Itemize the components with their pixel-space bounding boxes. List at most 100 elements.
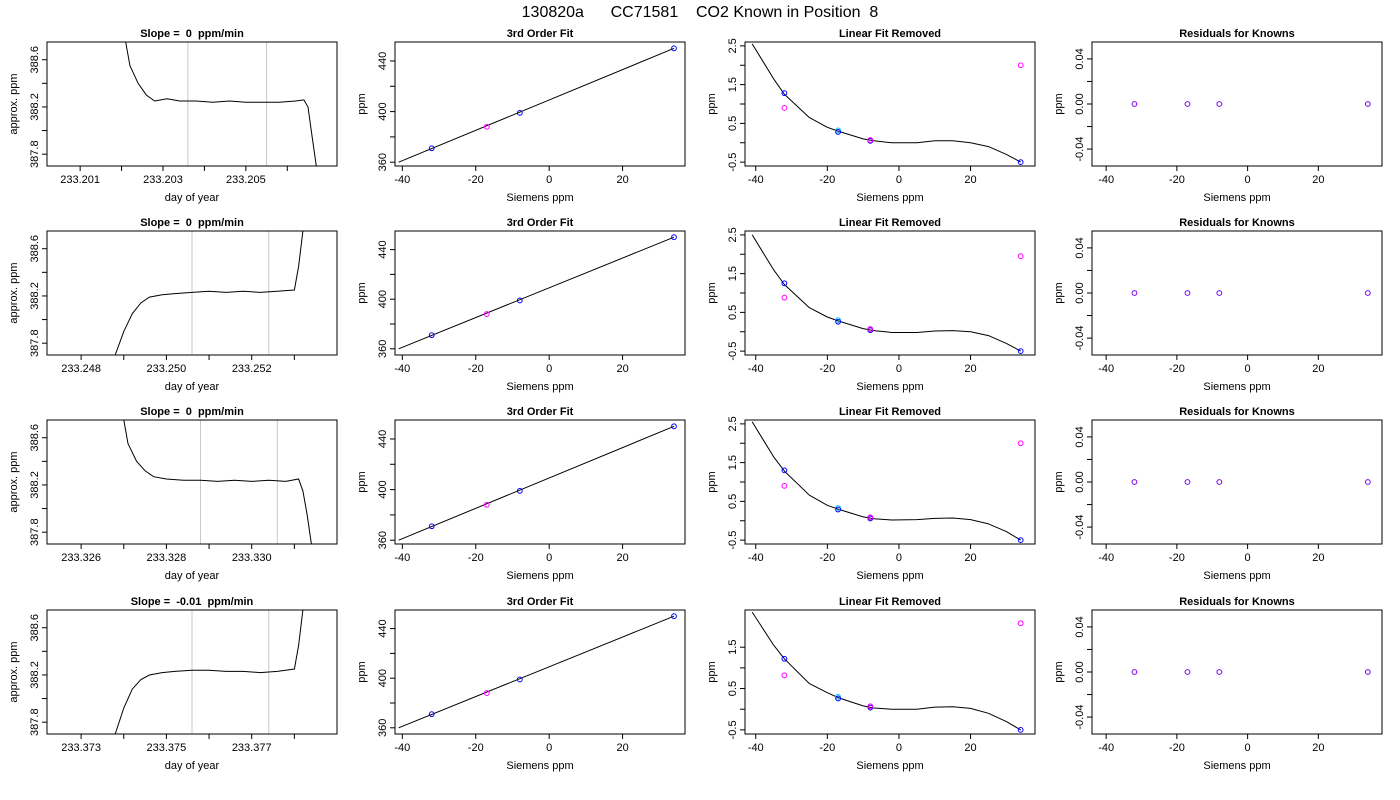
y-tick-label: 400: [377, 480, 389, 498]
data-point: [781, 90, 788, 97]
y-axis-label: approx. ppm: [8, 262, 20, 323]
concentration-trace: [125, 42, 317, 166]
y-axis-label: ppm: [356, 282, 368, 303]
data-point: [867, 137, 874, 143]
x-tick-label: -20: [468, 552, 484, 564]
data-point: [1184, 290, 1191, 296]
panel-r2-c1: Slope = 0 ppm/min 233.248 233.250 233.252 38…: [8, 217, 338, 393]
panel-r1-c4: Residuals for Knowns -40 -20 0 20 -0.04 0.00 0.…: [1053, 28, 1383, 204]
plot-data: [123, 420, 312, 544]
y-tick-label: 0.5: [727, 305, 739, 320]
data-point: [1364, 669, 1371, 675]
plot-data: [114, 610, 304, 734]
data-point: [428, 145, 435, 152]
x-tick-label: 233.377: [232, 742, 272, 754]
plot-data: [398, 47, 675, 163]
x-tick-label: 0: [896, 174, 902, 186]
y-tick-label: 400: [377, 102, 389, 120]
plot-frame: [744, 609, 1036, 735]
data-point: [781, 104, 788, 111]
y-tick-label: -0.04: [1074, 515, 1086, 540]
data-point: [1017, 726, 1024, 733]
y-axis-label: approx. ppm: [8, 451, 20, 512]
x-tick-label: -20: [1169, 174, 1185, 186]
x-tick-label: -40: [748, 363, 764, 375]
y-axis-label: ppm: [356, 93, 368, 114]
y-tick-label: 0.04: [1074, 48, 1086, 69]
plot-data: [751, 611, 1021, 731]
y-tick-label: 388.2: [29, 93, 41, 121]
y-tick-label: 388.6: [29, 424, 41, 452]
y-tick-label: -0.04: [1074, 326, 1086, 351]
plot-data: [751, 43, 1021, 163]
data-point: [1017, 620, 1024, 627]
x-tick-label: -20: [1169, 742, 1185, 754]
data-point: [1131, 290, 1138, 296]
y-tick-label: 388.2: [29, 471, 41, 499]
data-point: [671, 234, 677, 241]
x-tick-label: -20: [819, 174, 835, 186]
x-tick-label: 0: [546, 552, 552, 564]
y-tick-label: -0.5: [727, 153, 739, 172]
x-tick-label: 233.205: [226, 174, 266, 186]
y-tick-label: 0.04: [1074, 616, 1086, 637]
x-tick-label: 20: [964, 174, 976, 186]
x-axis-label: Siemens ppm: [1203, 570, 1270, 582]
data-point: [516, 297, 523, 304]
y-tick-label: 388.2: [29, 282, 41, 310]
y-tick-label: 388.6: [29, 46, 41, 74]
x-tick-label: 0: [896, 742, 902, 754]
data-point: [516, 487, 523, 494]
figure-title: 130820a CC71581 CO2 Known in Position 8: [522, 4, 879, 21]
panel-title: Slope = 0 ppm/min: [140, 28, 244, 40]
data-point: [1017, 159, 1024, 166]
x-tick-label: -20: [1169, 363, 1185, 375]
data-point: [781, 655, 788, 662]
concentration-trace: [114, 610, 304, 734]
x-tick-label: 233.328: [147, 552, 187, 564]
y-tick-label: -0.04: [1074, 705, 1086, 730]
x-tick-label: 20: [616, 174, 628, 186]
y-tick-label: 360: [377, 340, 389, 358]
y-axis-label: ppm: [1053, 471, 1065, 492]
x-tick-label: 20: [1312, 363, 1324, 375]
concentration-trace: [114, 231, 304, 355]
plot-frame: [394, 230, 686, 356]
y-tick-label: 440: [377, 619, 389, 637]
y-tick-label: 387.8: [29, 329, 41, 357]
data-point: [1364, 290, 1371, 296]
y-tick-label: 440: [377, 240, 389, 258]
data-point: [1216, 290, 1223, 296]
x-tick-label: -40: [748, 174, 764, 186]
panel-title: 3rd Order Fit: [507, 28, 574, 40]
x-tick-label: -20: [819, 552, 835, 564]
x-tick-label: -20: [468, 174, 484, 186]
x-tick-label: 0: [1245, 742, 1251, 754]
panel-r4-c4: Residuals for Knowns -40 -20 0 20 -0.04 0.00 0.…: [1053, 596, 1383, 772]
x-tick-label: -20: [468, 742, 484, 754]
x-tick-label: -40: [1098, 174, 1114, 186]
x-tick-label: 233.250: [147, 363, 187, 375]
data-point: [835, 693, 841, 700]
data-point: [867, 703, 874, 710]
plot-data: [398, 615, 675, 729]
residual-curve: [751, 234, 1021, 352]
x-tick-label: 233.375: [147, 742, 187, 754]
plot-data: [114, 231, 304, 355]
data-point: [483, 123, 490, 130]
residual-curve: [751, 611, 1021, 731]
y-axis-label: ppm: [356, 471, 368, 492]
panel-r3-c3: Linear Fit Removed -40 -20 0 20 -0.5 0.5 1.5 2.5…: [706, 406, 1036, 582]
y-axis-label: ppm: [706, 282, 718, 303]
y-axis-label: ppm: [1053, 93, 1065, 114]
x-tick-label: -40: [394, 363, 410, 375]
y-tick-label: 388.6: [29, 235, 41, 263]
data-point: [781, 672, 788, 679]
y-axis-label: ppm: [706, 93, 718, 114]
panel-r1-c3: Linear Fit Removed -40 -20 0 20 -0.5 0.5 1.5 2.5…: [706, 28, 1036, 204]
panel-title: Linear Fit Removed: [839, 28, 941, 40]
y-axis-label: ppm: [706, 471, 718, 492]
data-point: [1364, 479, 1371, 485]
x-tick-label: 20: [964, 742, 976, 754]
x-tick-label: -40: [748, 742, 764, 754]
